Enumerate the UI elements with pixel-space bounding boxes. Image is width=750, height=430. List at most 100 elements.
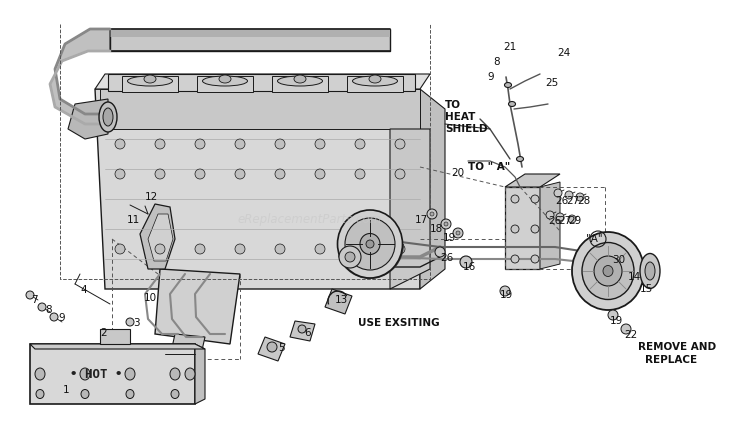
Ellipse shape — [345, 218, 395, 270]
Text: 8: 8 — [493, 57, 500, 67]
Polygon shape — [195, 344, 205, 404]
Polygon shape — [100, 329, 130, 344]
Circle shape — [621, 324, 631, 334]
Circle shape — [235, 244, 245, 255]
Text: 22: 22 — [624, 329, 638, 339]
Circle shape — [531, 255, 539, 264]
Ellipse shape — [603, 266, 613, 277]
Ellipse shape — [517, 157, 524, 162]
Circle shape — [565, 191, 573, 200]
Circle shape — [554, 190, 562, 197]
Polygon shape — [347, 77, 403, 93]
Circle shape — [155, 244, 165, 255]
Text: 27: 27 — [566, 196, 579, 206]
Text: 28: 28 — [577, 196, 590, 206]
Circle shape — [511, 255, 519, 264]
Circle shape — [275, 244, 285, 255]
Text: REMOVE AND: REMOVE AND — [638, 341, 716, 351]
Ellipse shape — [572, 233, 644, 310]
Text: TO: TO — [445, 100, 461, 110]
Ellipse shape — [125, 368, 135, 380]
Text: • HOT •: • HOT • — [70, 367, 122, 380]
Polygon shape — [95, 75, 430, 90]
Text: 3: 3 — [133, 317, 140, 327]
Text: 9: 9 — [487, 72, 494, 82]
Ellipse shape — [509, 102, 515, 107]
Text: 21: 21 — [503, 42, 516, 52]
Text: 19: 19 — [500, 289, 513, 299]
Polygon shape — [108, 75, 415, 92]
Circle shape — [395, 169, 405, 180]
Ellipse shape — [185, 368, 195, 380]
Circle shape — [115, 244, 125, 255]
Ellipse shape — [345, 252, 355, 262]
Circle shape — [576, 194, 584, 202]
Ellipse shape — [170, 368, 180, 380]
Ellipse shape — [366, 240, 374, 249]
Circle shape — [298, 325, 306, 333]
Circle shape — [556, 214, 564, 221]
Ellipse shape — [126, 390, 134, 399]
Circle shape — [511, 225, 519, 233]
Text: TO " A": TO " A" — [468, 162, 510, 172]
Ellipse shape — [103, 109, 113, 127]
Ellipse shape — [338, 211, 403, 278]
Circle shape — [531, 196, 539, 203]
Text: 18: 18 — [430, 224, 443, 233]
Ellipse shape — [369, 76, 381, 84]
Polygon shape — [50, 30, 110, 125]
Circle shape — [115, 140, 125, 150]
Text: 8: 8 — [45, 304, 52, 314]
Circle shape — [453, 228, 463, 239]
Text: 26: 26 — [440, 252, 453, 262]
Polygon shape — [30, 344, 195, 404]
Ellipse shape — [219, 76, 231, 84]
Ellipse shape — [594, 256, 622, 286]
Circle shape — [546, 212, 554, 219]
Circle shape — [430, 212, 434, 216]
Ellipse shape — [505, 83, 512, 88]
Circle shape — [195, 244, 205, 255]
Polygon shape — [30, 344, 205, 349]
Text: 1: 1 — [63, 384, 70, 394]
Text: 9: 9 — [58, 312, 64, 322]
Ellipse shape — [352, 77, 398, 87]
Circle shape — [235, 140, 245, 150]
Text: 5: 5 — [278, 342, 285, 352]
Circle shape — [355, 169, 365, 180]
Circle shape — [395, 244, 405, 255]
Circle shape — [395, 140, 405, 150]
Circle shape — [427, 209, 437, 219]
Polygon shape — [197, 77, 253, 93]
Circle shape — [26, 291, 34, 299]
Text: "A": "A" — [586, 233, 602, 243]
Polygon shape — [390, 130, 430, 289]
Text: 26: 26 — [548, 215, 561, 225]
Ellipse shape — [80, 368, 90, 380]
Ellipse shape — [339, 246, 361, 268]
Circle shape — [267, 342, 277, 352]
Circle shape — [195, 169, 205, 180]
Ellipse shape — [36, 390, 44, 399]
Circle shape — [235, 169, 245, 180]
Circle shape — [195, 140, 205, 150]
Ellipse shape — [360, 234, 380, 255]
Ellipse shape — [640, 254, 660, 289]
Polygon shape — [110, 30, 390, 38]
Circle shape — [155, 140, 165, 150]
Polygon shape — [540, 183, 560, 269]
Text: 24: 24 — [557, 48, 570, 58]
Circle shape — [50, 313, 58, 321]
Polygon shape — [95, 90, 420, 289]
Text: 13: 13 — [335, 294, 348, 304]
Circle shape — [275, 169, 285, 180]
Ellipse shape — [171, 390, 179, 399]
Circle shape — [355, 140, 365, 150]
Text: 11: 11 — [127, 215, 140, 224]
Polygon shape — [290, 321, 315, 341]
Polygon shape — [148, 215, 173, 261]
Polygon shape — [100, 90, 420, 130]
Circle shape — [315, 244, 325, 255]
Polygon shape — [505, 187, 540, 269]
Ellipse shape — [294, 76, 306, 84]
